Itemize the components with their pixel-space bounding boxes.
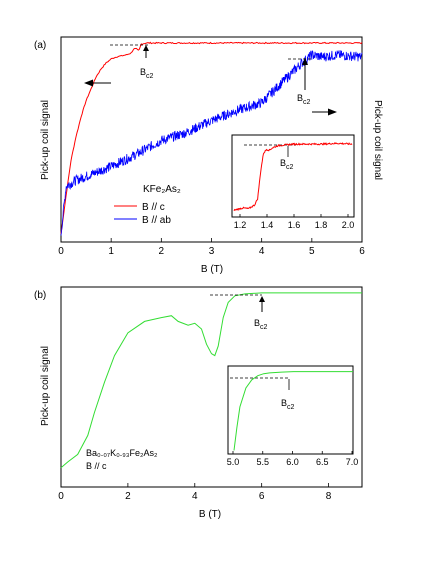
panel-b-x-axis-label: B (T) xyxy=(199,509,221,520)
right-axis-arrow xyxy=(312,108,337,116)
panel-a-x-tick-label: 6 xyxy=(359,246,365,257)
panel-a-x-tick-label: 2 xyxy=(159,246,165,257)
inset-b-x-tick-label: 7.0 xyxy=(346,457,359,467)
legend-field-direction-b: B // c xyxy=(86,461,107,471)
panel-a-x-tick-label: 1 xyxy=(108,246,114,257)
bc2-label-ab: Bc2 xyxy=(297,93,311,106)
panel-b-y-axis-label: Pick-up coil signal xyxy=(40,346,51,426)
inset-a-bc2-label: Bc2 xyxy=(280,158,294,171)
panel-a-label: (a) xyxy=(34,40,46,51)
panel-a-inset: Bc2 1.2 1.4 1.6 1.8 2.0 xyxy=(231,134,355,230)
inset-a-x-tick-label: 1.8 xyxy=(315,220,328,230)
panel-b-x-tick-label: 8 xyxy=(326,491,332,502)
inset-b-x-tick-label: 5.0 xyxy=(227,457,240,467)
bc2-marker-b: Bc2 xyxy=(254,296,268,331)
panel-b-label: (b) xyxy=(34,290,46,301)
panel-b-x-tick-label: 0 xyxy=(58,491,64,502)
panel-b-x-tick-label: 2 xyxy=(125,491,131,502)
legend-compound-a: KFe₂As₂ xyxy=(143,184,181,195)
panel-a-x-axis-label: B (T) xyxy=(201,264,223,275)
panel-b-x-tick-label: 6 xyxy=(259,491,265,502)
panel-b-inset: Bc2 5.0 5.5 6.0 6.5 7.0 xyxy=(227,365,359,467)
legend-label-b-parallel-ab: B // ab xyxy=(142,215,171,226)
inset-b-series-line xyxy=(233,371,353,451)
panel-a-x-tick-label: 5 xyxy=(309,246,315,257)
inset-b-x-tick-label: 6.5 xyxy=(316,457,329,467)
inset-b-x-ticks: 5.0 5.5 6.0 6.5 7.0 xyxy=(227,451,359,467)
bc2-label-c: Bc2 xyxy=(140,67,154,80)
panel-a-y-axis-label-right: Pick-up coil signal xyxy=(372,100,383,180)
panel-a-x-tick-label: 0 xyxy=(58,246,64,257)
panel-a: (a) 0 1 2 3 4 5 6 B (T) Pick-up coil signal Pi… xyxy=(34,36,383,275)
panel-a-inset-frame xyxy=(231,134,355,218)
inset-a-x-tick-label: 1.6 xyxy=(288,220,301,230)
panel-a-x-tick-label: 4 xyxy=(259,246,265,257)
panel-a-x-ticks: 0 1 2 3 4 5 6 xyxy=(58,238,365,257)
inset-b-bc2-label: Bc2 xyxy=(281,398,295,411)
series-line-ba-k-fe2as2 xyxy=(60,292,362,469)
inset-a-x-tick-label: 1.2 xyxy=(234,220,247,230)
bc2-marker-c: Bc2 xyxy=(140,45,154,80)
panel-b-legend: Ba₀.₀₇K₀.₉₃Fe₂As₂ B // c xyxy=(86,448,158,471)
panel-a-x-tick-label: 3 xyxy=(209,246,215,257)
inset-a-x-tick-label: 1.4 xyxy=(261,220,274,230)
panel-b-frame xyxy=(60,286,363,488)
bc2-label-b: Bc2 xyxy=(254,318,268,331)
inset-a-series-line xyxy=(233,141,353,212)
legend-compound-b: Ba₀.₀₇K₀.₉₃Fe₂As₂ xyxy=(86,448,158,458)
bc2-marker-ab: Bc2 xyxy=(297,58,311,106)
panel-b-x-tick-label: 4 xyxy=(192,491,198,502)
series-line-b-parallel-c xyxy=(60,41,363,235)
panel-a-y-axis-label-left: Pick-up coil signal xyxy=(40,100,51,180)
panel-b: (b) 0 2 4 6 8 B (T) Pick-up coil signal Bc2 … xyxy=(34,286,363,520)
inset-b-x-tick-label: 6.0 xyxy=(286,457,299,467)
panel-b-x-ticks: 0 2 4 6 8 xyxy=(58,483,332,502)
inset-a-x-ticks: 1.2 1.4 1.6 1.8 2.0 xyxy=(234,214,355,230)
panel-b-inset-frame xyxy=(227,365,354,455)
left-axis-arrow xyxy=(84,79,111,87)
series-line-b-parallel-ab xyxy=(60,50,363,236)
panel-a-legend: KFe₂As₂ B // c B // ab xyxy=(114,184,181,226)
legend-label-b-parallel-c: B // c xyxy=(142,202,165,213)
inset-a-x-tick-label: 2.0 xyxy=(342,220,355,230)
inset-b-x-tick-label: 5.5 xyxy=(256,457,269,467)
